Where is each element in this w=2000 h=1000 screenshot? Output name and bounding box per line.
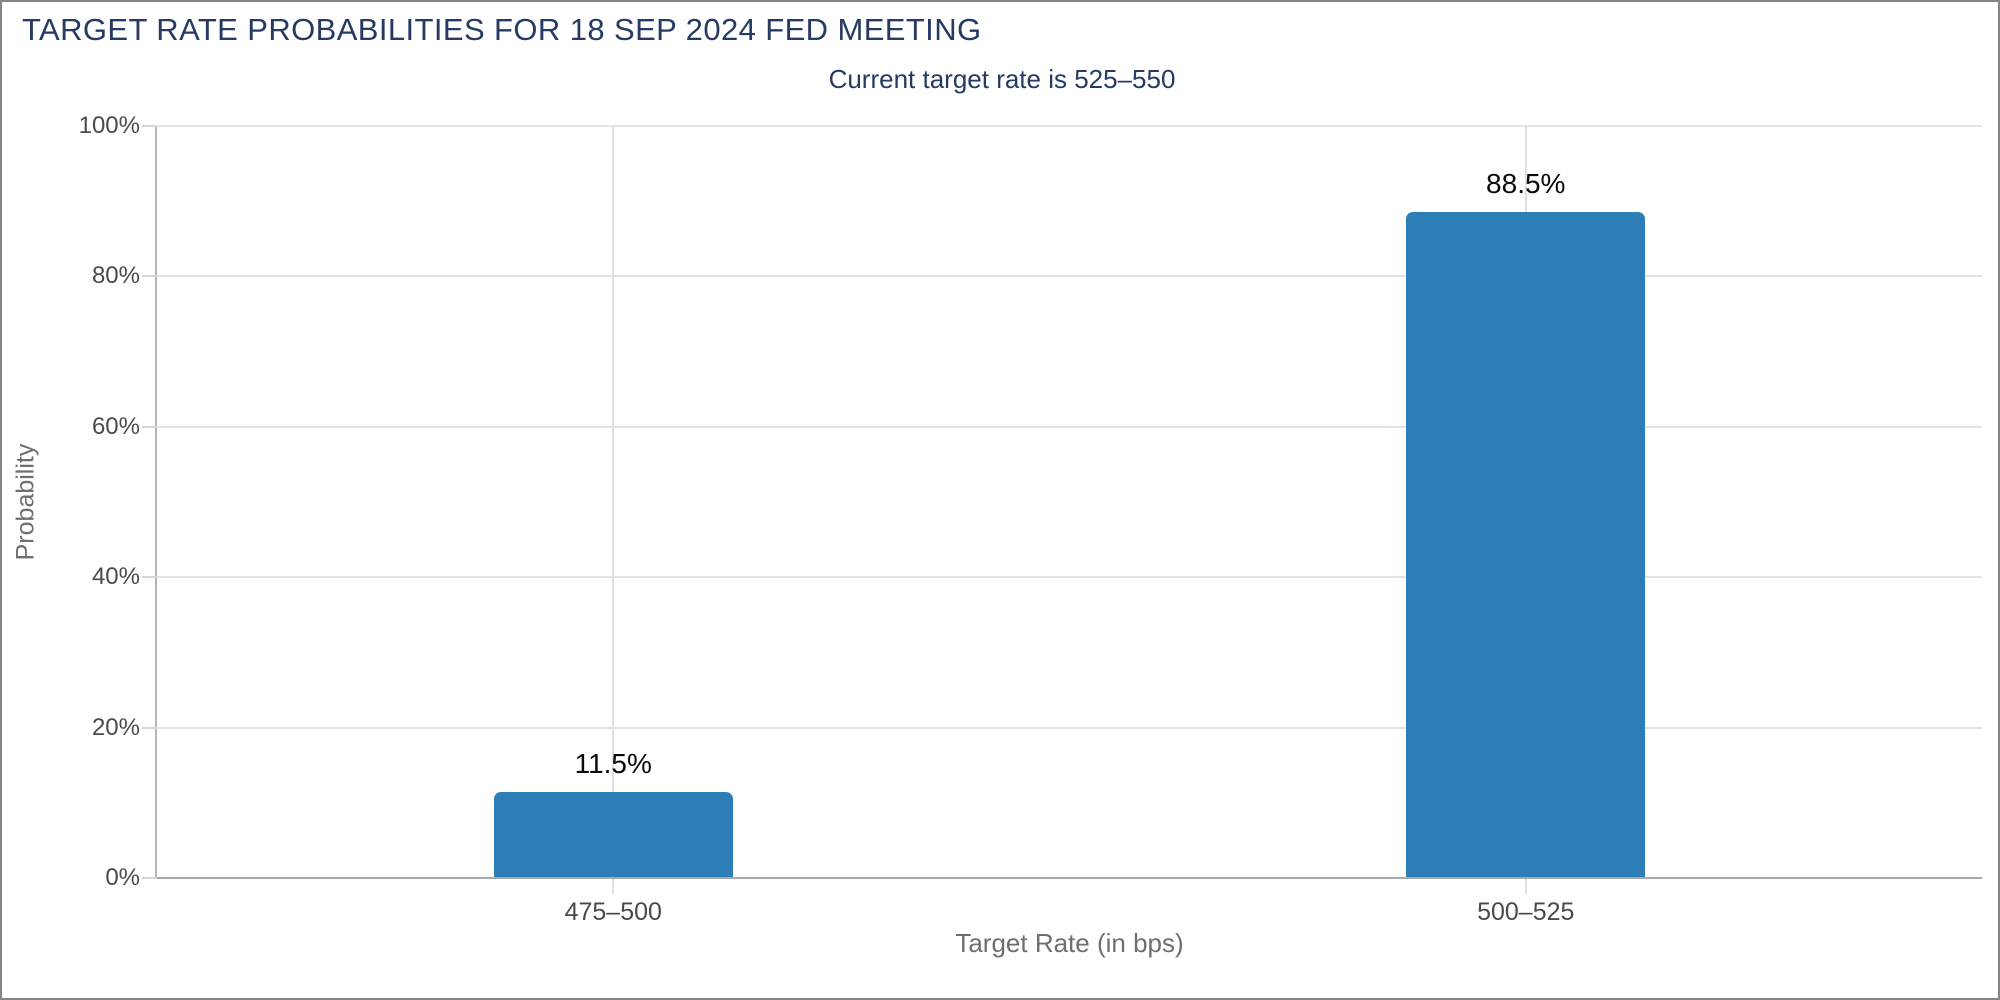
- v-gridline-475–500: [612, 126, 615, 894]
- bar-500–525: [1406, 212, 1646, 878]
- x-tick-label-475–500: 475–500: [564, 898, 662, 926]
- y-tick-mark: [142, 576, 157, 579]
- bar-value-label-475–500: 11.5%: [574, 747, 652, 779]
- y-tick-mark: [142, 425, 157, 428]
- h-gridline-20%: [157, 726, 1982, 729]
- x-tick-label-500–525: 500–525: [1477, 898, 1575, 926]
- y-tick-label: 20%: [91, 713, 140, 741]
- y-tick-label: 40%: [91, 563, 140, 591]
- plot-area: 11.5% 88.5%: [155, 125, 1982, 894]
- y-tick-label: 0%: [105, 864, 140, 891]
- y-tick-mark: [142, 125, 157, 127]
- y-axis-title: Probability: [11, 443, 40, 561]
- chart-title: TARGET RATE PROBABILITIES FOR 18 SEP 202…: [22, 12, 982, 47]
- bar-475–500: [493, 791, 733, 878]
- h-gridline-60%: [157, 425, 1982, 428]
- y-tick-label: 100%: [78, 112, 140, 139]
- h-gridline-40%: [157, 576, 1982, 579]
- bar-value-label-500–525: 88.5%: [1486, 168, 1566, 200]
- y-tick-mark: [142, 877, 157, 879]
- h-gridline-100%: [157, 125, 1982, 127]
- y-tick-label: 80%: [91, 262, 140, 290]
- x-axis-title: Target Rate (in bps): [955, 928, 1184, 958]
- y-axis-line: [155, 126, 157, 878]
- y-tick-mark: [142, 275, 157, 278]
- y-tick-label: 60%: [91, 412, 140, 440]
- y-tick-mark: [142, 726, 157, 729]
- x-axis-line: [157, 877, 1982, 879]
- h-gridline-80%: [157, 275, 1982, 278]
- chart-subtitle: Current target rate is 525–550: [828, 64, 1176, 94]
